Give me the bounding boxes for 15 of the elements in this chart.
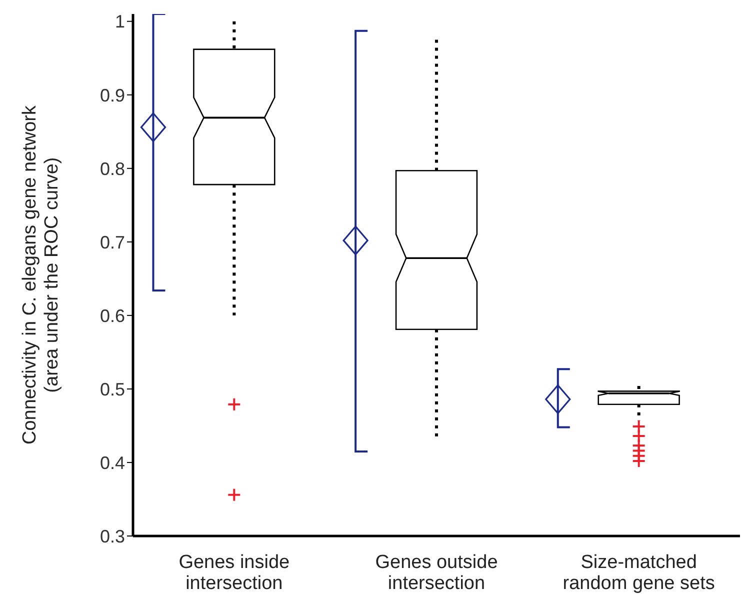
y-tick-label: 0.7 [100, 232, 125, 252]
y-tick-label: 1 [114, 12, 125, 32]
point [545, 384, 571, 414]
y-tick-label: 0.6 [100, 306, 125, 326]
x-tick-label: Size-matched random gene sets [562, 552, 715, 594]
y-tick-label: 0.5 [100, 379, 125, 400]
point [342, 226, 368, 256]
point [140, 112, 166, 142]
x-tick-label: Genes outside intersection [375, 552, 498, 594]
x-tick-label: Genes inside intersection [178, 552, 290, 594]
y-tick-label: 0.4 [100, 452, 125, 473]
y-tick-label: 0.3 [100, 526, 125, 546]
y-tick-label: 0.8 [100, 158, 125, 179]
y-axis-title: Connectivity in C. elegans gene network (area under the ROC curve) [20, 104, 62, 445]
y-tick-label: 0.9 [100, 85, 125, 106]
